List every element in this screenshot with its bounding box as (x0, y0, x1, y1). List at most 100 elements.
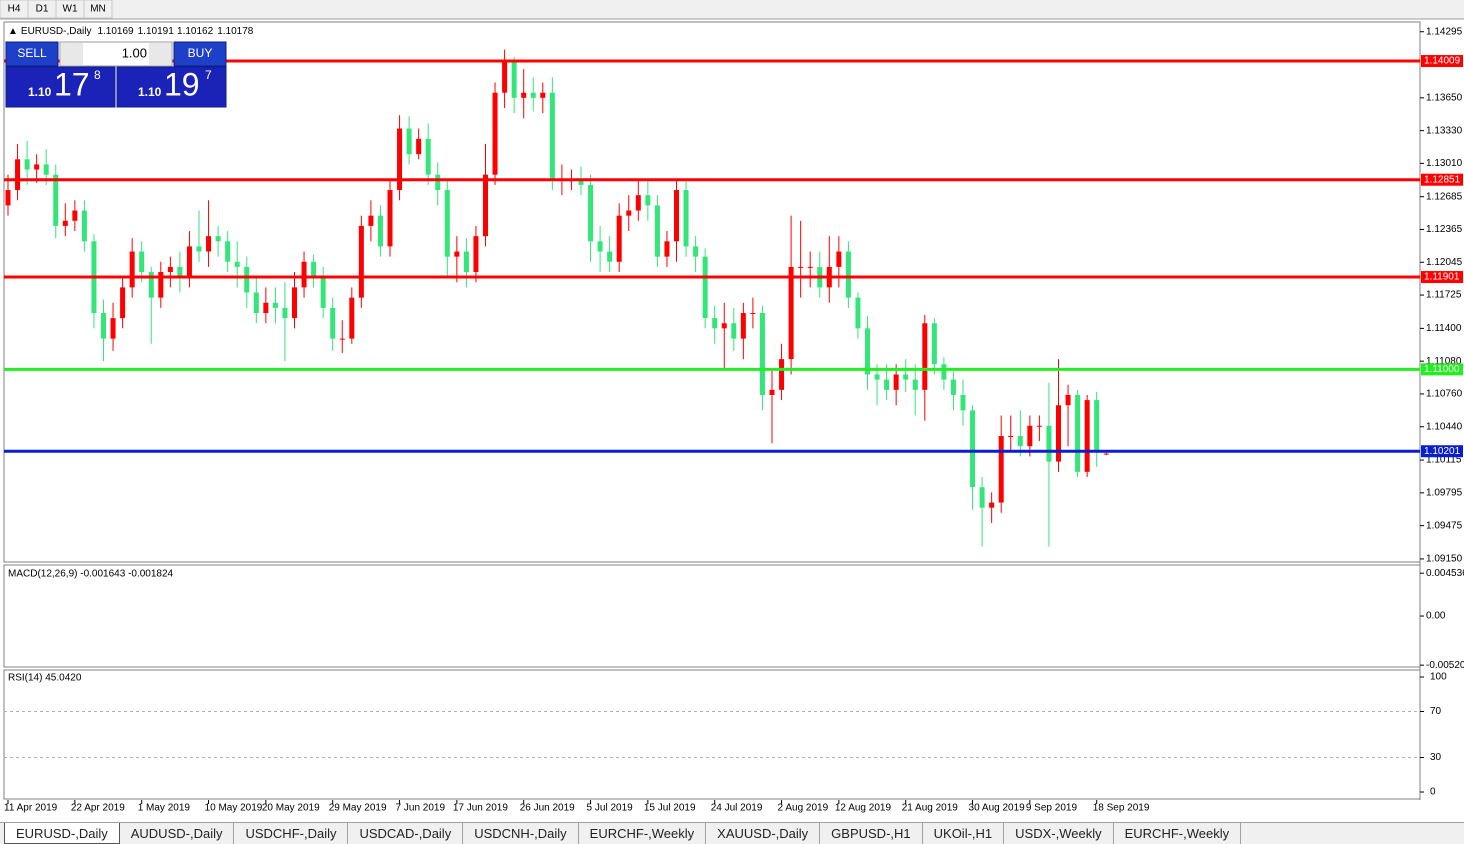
chart-tab[interactable]: XAUUSD-,Daily (706, 823, 821, 844)
candle-body (1056, 405, 1061, 462)
one-click-trade-panel: SELL 1.00 BUY 1.10 17 8 1.10 19 7 (5, 41, 227, 108)
chart-tab[interactable]: EURUSD-,Daily (4, 823, 120, 844)
timeframe-button-label[interactable]: H4 (8, 4, 21, 15)
candle-body (1036, 425, 1042, 427)
candle-body (387, 190, 393, 247)
chart-tab[interactable]: USDCNH-,Daily (463, 823, 579, 844)
candle-body (186, 246, 192, 278)
price-level-tag (1421, 173, 1463, 186)
y-tick-label: 1.09475 (1426, 520, 1463, 531)
buy-price-fraction[interactable]: 7 (205, 68, 212, 82)
candle-body (406, 128, 412, 155)
y-tick-label: 1.12685 (1426, 191, 1463, 202)
candle-body (483, 174, 488, 237)
chart-tab[interactable]: USDCHF-,Daily (234, 823, 349, 844)
candle-body (769, 389, 775, 395)
plot-layer: 1.14295 1.13650 1.13330 1.13010 1.12685 1.123… (4, 22, 1464, 814)
candle-body (167, 266, 173, 273)
candle-body (521, 92, 527, 98)
lot-decrease[interactable] (61, 43, 83, 65)
sell-price-big[interactable]: 17 (54, 66, 90, 102)
candle-body (626, 210, 632, 216)
rsi-tick-label: 0 (1430, 787, 1436, 798)
timeframe-button[interactable]: W1 (55, 0, 85, 19)
chart-tab[interactable]: UKOil-,H1 (923, 823, 1005, 844)
buy-label[interactable]: BUY (188, 46, 213, 60)
candle-body (1075, 394, 1081, 472)
candle-body (654, 205, 660, 257)
candle-body (712, 318, 718, 329)
buy-button[interactable] (173, 41, 227, 67)
candle-body (282, 307, 288, 319)
y-tick-label: 1.10115 (1426, 455, 1462, 466)
buy-price-prefix[interactable]: 1.10 (138, 85, 162, 99)
sell-price-box[interactable] (5, 66, 116, 108)
toolbar (0, 0, 1464, 19)
timeframe-button[interactable]: MN (83, 0, 113, 19)
chart-tab[interactable]: EURCHF-,Weekly (579, 823, 707, 844)
ohlc-high: 1.10191 (138, 26, 175, 37)
chart-tab[interactable]: USDX-,Weekly (1004, 823, 1114, 844)
lot-value[interactable]: 1.00 (122, 45, 147, 60)
chart-tab[interactable]: GBPUSD-,H1 (820, 823, 923, 844)
candle-body (750, 313, 756, 315)
candle-body (454, 251, 460, 257)
candle-body (950, 379, 956, 395)
candle-body (836, 251, 842, 267)
candle-body (101, 313, 106, 339)
candle-body (435, 174, 441, 191)
candle-body (425, 138, 431, 175)
timeframe-button-label[interactable]: MN (90, 4, 106, 15)
timeframe-button[interactable]: D1 (27, 0, 57, 19)
candle-body (349, 297, 355, 339)
candle-body (759, 313, 765, 395)
candle-body (1065, 394, 1071, 406)
candle-body (72, 210, 78, 221)
x-tick-label: 7 Jun 2019 (396, 803, 446, 814)
candle-body (635, 195, 641, 211)
candle-body (578, 179, 584, 185)
chart-tab[interactable]: AUDUSD-,Daily (120, 823, 235, 844)
candle-body (912, 379, 918, 390)
timeframe-button-label[interactable]: W1 (63, 4, 78, 15)
sell-button[interactable] (5, 41, 59, 67)
candle-body (941, 364, 947, 380)
price-level-label: 1.10201 (1424, 446, 1461, 457)
candle-body (5, 190, 11, 206)
candle-body (225, 241, 231, 262)
candle-body (43, 164, 49, 175)
candle-body (272, 302, 278, 308)
x-tick-label: 11 Apr 2019 (4, 803, 58, 814)
chart-tab[interactable]: USDCAD-,Daily (348, 823, 464, 844)
rsi-label: RSI(14) 45.0420 (8, 673, 82, 684)
candle-body (693, 246, 699, 257)
timeframe-button-label[interactable]: D1 (36, 4, 49, 15)
sell-price-fraction[interactable]: 8 (94, 68, 101, 82)
candle-body (884, 379, 890, 390)
buy-price-big[interactable]: 19 (164, 66, 200, 102)
price-level-tag (1421, 445, 1463, 458)
sell-label[interactable]: SELL (17, 46, 47, 60)
timeframe-button-bg (83, 0, 113, 19)
chart-header: ▲ EURUSD-,Daily 1.10169 1.10191 1.10162 1.101… (8, 26, 254, 37)
candle-body (1027, 425, 1033, 447)
lot-increase[interactable] (149, 43, 171, 65)
x-tick-label: 18 Sep 2019 (1093, 803, 1150, 814)
candle-body (368, 215, 374, 226)
buy-price-box[interactable] (116, 66, 227, 108)
candle-body (616, 215, 622, 262)
candle-body (463, 251, 469, 273)
rsi-tick-label: 100 (1430, 672, 1447, 683)
y-tick-label: 1.12365 (1426, 224, 1463, 235)
sell-price-prefix[interactable]: 1.10 (28, 85, 52, 99)
candle-body (845, 251, 851, 298)
candle-body (702, 256, 708, 319)
chart-tab[interactable]: EURCHF-,Weekly (1114, 823, 1242, 844)
timeframe-button[interactable]: H4 (0, 0, 29, 19)
y-tick-label: 1.11080 (1426, 356, 1462, 367)
candle-body (62, 220, 68, 226)
x-tick-label: 1 May 2019 (138, 803, 191, 814)
candle-body (855, 297, 861, 329)
x-tick-label: 5 Jul 2019 (587, 803, 634, 814)
y-tick-label: 1.14295 (1426, 26, 1463, 37)
